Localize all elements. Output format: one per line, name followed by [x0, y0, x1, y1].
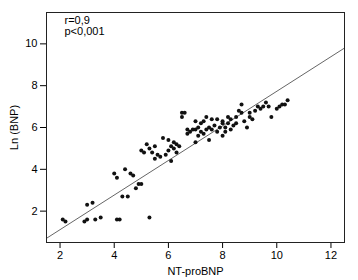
svg-text:6: 6 [165, 249, 171, 261]
svg-text:10: 10 [271, 249, 283, 261]
svg-text:r=0,9p<0,001: r=0,9p<0,001 [65, 14, 105, 37]
svg-text:4: 4 [31, 163, 37, 175]
svg-text:8: 8 [31, 79, 37, 91]
svg-text:10: 10 [25, 37, 37, 49]
svg-text:6: 6 [31, 121, 37, 133]
svg-text:12: 12 [325, 249, 337, 261]
svg-text:NT-proBNP: NT-proBNP [167, 265, 223, 277]
svg-text:8: 8 [220, 249, 226, 261]
svg-text:Ln (BNP): Ln (BNP) [8, 105, 20, 150]
svg-text:2: 2 [31, 205, 37, 217]
svg-text:2: 2 [57, 249, 63, 261]
svg-text:4: 4 [111, 249, 117, 261]
